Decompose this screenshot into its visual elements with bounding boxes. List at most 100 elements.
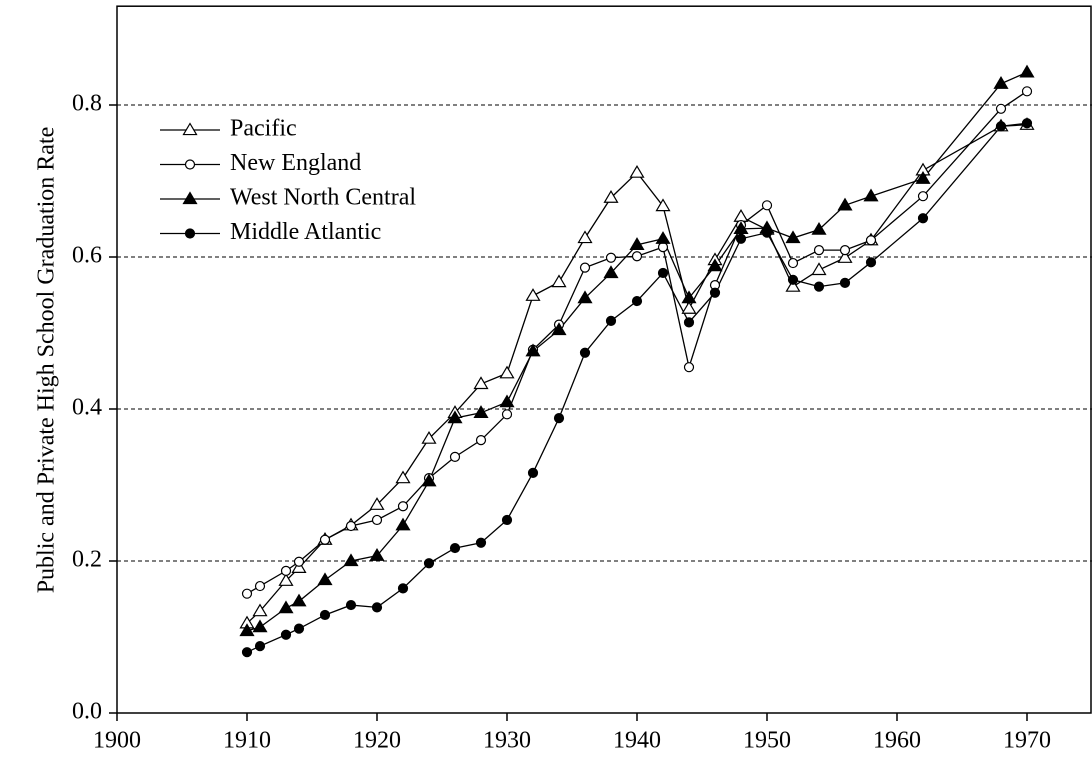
marker: [761, 200, 773, 211]
x-tick-label: 1950: [743, 728, 791, 754]
marker: [683, 362, 695, 373]
marker: [631, 295, 643, 307]
marker: [551, 322, 567, 336]
marker: [371, 602, 383, 613]
marker: [733, 209, 749, 222]
marker: [280, 565, 292, 576]
marker: [291, 593, 307, 607]
x-tick-label: 1940: [613, 728, 661, 754]
marker: [681, 300, 697, 314]
marker: [785, 278, 801, 292]
marker: [683, 317, 695, 328]
marker: [811, 221, 827, 235]
marker: [863, 188, 879, 202]
marker: [449, 451, 461, 462]
marker: [681, 290, 697, 304]
legend-marker: [182, 122, 198, 136]
marker: [1021, 118, 1033, 129]
marker: [605, 315, 617, 326]
marker: [865, 235, 877, 246]
y-tick-label: 0.0: [72, 699, 102, 725]
marker: [395, 517, 411, 531]
marker: [655, 198, 671, 212]
marker: [813, 281, 825, 292]
plot-frame: [116, 5, 1092, 714]
marker: [278, 600, 294, 614]
marker: [475, 435, 487, 446]
marker: [369, 547, 385, 561]
marker: [317, 572, 333, 586]
marker: [293, 623, 305, 634]
marker: [735, 233, 747, 244]
marker: [449, 542, 461, 554]
y-axis-label: Public and Private High School Graduatio…: [34, 127, 60, 594]
legend-marker: [184, 228, 196, 239]
marker: [421, 430, 437, 444]
marker: [629, 164, 645, 178]
marker: [397, 583, 409, 594]
marker: [785, 230, 801, 244]
marker: [447, 410, 463, 424]
marker: [837, 250, 853, 263]
marker: [254, 580, 266, 592]
marker: [657, 267, 669, 279]
marker: [553, 413, 565, 424]
marker: [499, 365, 515, 379]
marker: [995, 121, 1007, 132]
y-tick-label: 0.4: [72, 395, 102, 421]
marker: [241, 588, 253, 599]
marker: [995, 103, 1007, 114]
marker: [319, 534, 331, 545]
marker: [839, 245, 851, 256]
x-tick-label: 1930: [483, 728, 531, 754]
marker: [527, 467, 539, 478]
y-tick-label: 0.6: [72, 243, 102, 269]
legend-label: Pacific: [230, 116, 297, 142]
x-tick-label: 1920: [353, 728, 401, 754]
marker: [579, 262, 591, 273]
marker: [473, 405, 489, 418]
marker: [501, 514, 513, 526]
marker: [345, 520, 357, 532]
legend-label: West North Central: [230, 185, 416, 211]
marker: [252, 603, 268, 617]
marker: [811, 262, 827, 276]
y-tick-label: 0.2: [72, 547, 102, 573]
marker: [917, 191, 929, 202]
series-line: [246, 71, 1028, 632]
x-tick-label: 1910: [223, 728, 271, 754]
marker: [709, 287, 721, 298]
marker: [343, 553, 359, 567]
marker: [252, 619, 268, 633]
x-tick-label: 1970: [1003, 728, 1051, 754]
marker: [525, 343, 541, 357]
marker: [525, 288, 541, 301]
marker: [787, 274, 799, 285]
marker: [551, 274, 567, 288]
marker: [655, 231, 671, 244]
marker: [603, 265, 619, 279]
marker: [475, 537, 487, 548]
marker: [865, 257, 877, 268]
marker: [603, 190, 619, 203]
x-tick-label: 1960: [873, 728, 921, 754]
marker: [395, 470, 411, 484]
marker: [291, 560, 307, 573]
marker: [319, 609, 331, 621]
marker: [369, 497, 385, 510]
legend-marker: [182, 191, 198, 205]
marker: [280, 629, 292, 640]
marker: [239, 623, 255, 637]
marker: [631, 251, 643, 262]
marker: [629, 237, 645, 250]
marker: [579, 347, 591, 358]
legend-marker: [184, 159, 196, 170]
marker: [993, 76, 1009, 89]
marker: [577, 290, 593, 304]
legend-label: New England: [230, 150, 361, 176]
marker: [371, 514, 383, 526]
marker: [278, 573, 294, 586]
marker: [813, 245, 825, 256]
y-tick-label: 0.8: [72, 91, 102, 117]
